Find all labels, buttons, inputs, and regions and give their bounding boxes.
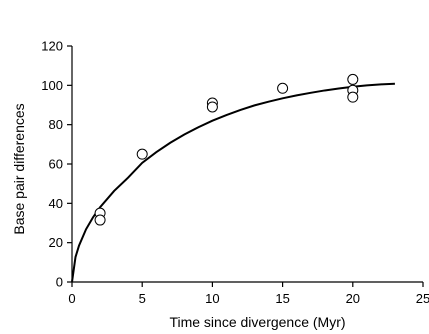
data-point xyxy=(347,73,359,85)
data-points-layer xyxy=(94,73,359,226)
y-tick-label: 100 xyxy=(41,78,63,93)
y-tick-label: 60 xyxy=(49,157,63,172)
y-tick-label: 40 xyxy=(49,196,63,211)
x-tick-label: 15 xyxy=(275,291,289,306)
y-tick-label: 20 xyxy=(49,235,63,250)
data-point xyxy=(347,91,359,103)
data-point xyxy=(277,82,289,94)
data-point xyxy=(94,214,106,226)
data-point xyxy=(206,101,218,113)
x-tick-label: 20 xyxy=(346,291,360,306)
x-tick-label: 10 xyxy=(205,291,219,306)
y-axis-title: Base pair differences xyxy=(11,103,27,234)
axes: 0 20 40 60 80 100 120 0 5 10 15 20 25 xyxy=(41,39,429,307)
x-tick-label: 0 xyxy=(68,291,75,306)
fitted-curve xyxy=(71,82,395,283)
y-tick-label: 80 xyxy=(49,117,63,132)
data-point xyxy=(136,148,148,160)
x-tick-label: 5 xyxy=(139,291,146,306)
y-tick-label: 120 xyxy=(41,39,63,54)
y-tick-label: 0 xyxy=(56,275,63,290)
x-tick-label: 25 xyxy=(416,291,429,306)
fitted-curve-layer xyxy=(71,82,395,283)
x-axis-title: Time since divergence (Myr) xyxy=(169,314,345,330)
